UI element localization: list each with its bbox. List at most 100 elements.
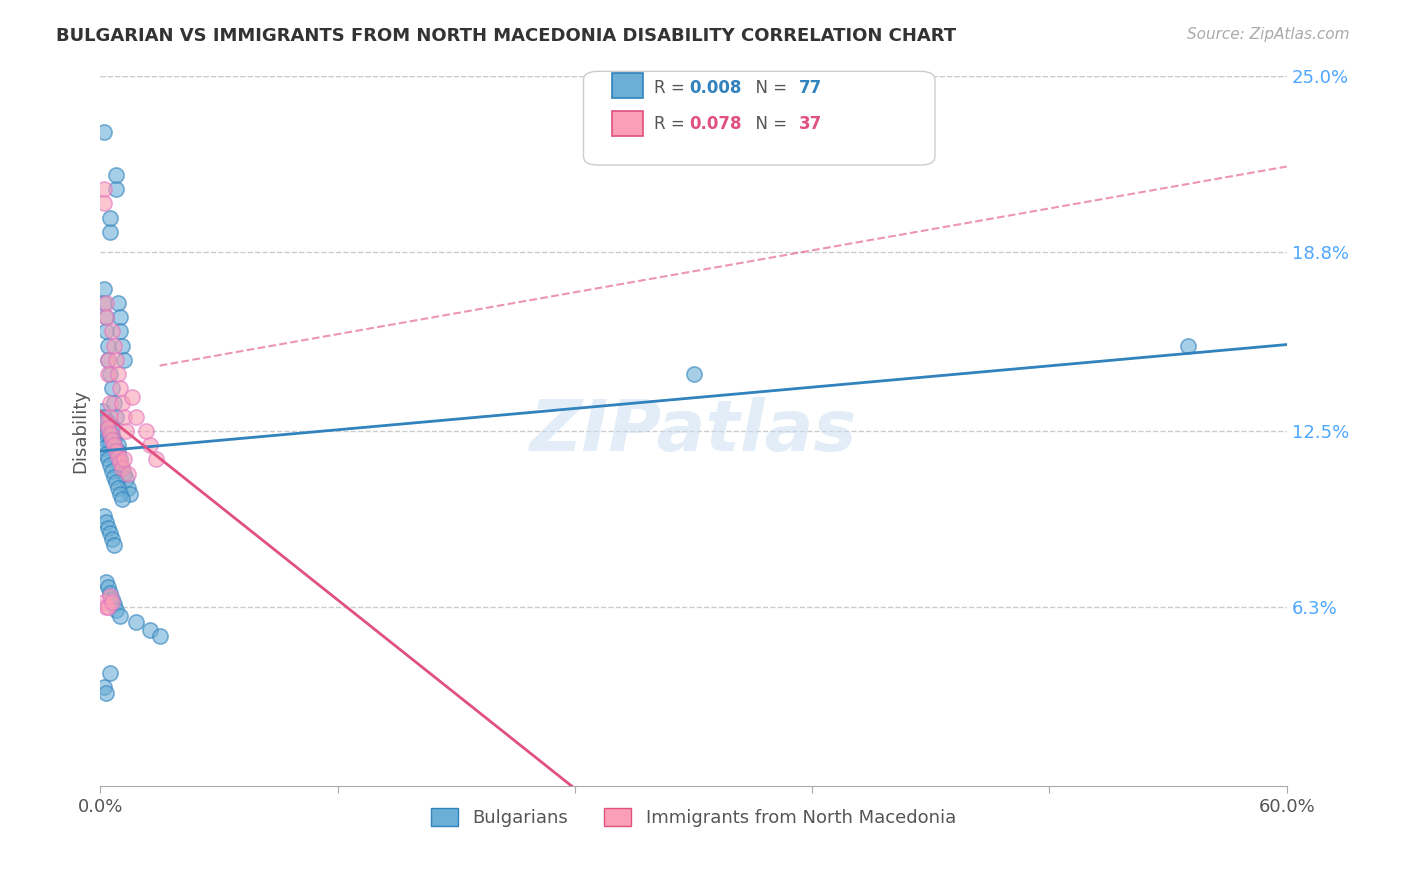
Point [97,521,120,535]
Point [96,685,118,699]
Point [108,381,131,395]
Point [135,424,157,438]
Point [93,409,115,424]
Point [115,472,138,486]
Legend: Bulgarians, Immigrants from North Macedonia: Bulgarians, Immigrants from North Macedo… [423,800,963,834]
Point [98,409,121,424]
Point [139,623,162,637]
Point [93,182,115,196]
Point [96,447,118,461]
Point [103,538,125,552]
Point [139,438,162,452]
Point [125,615,148,629]
Point [111,461,134,475]
Point [101,433,124,447]
Point [149,629,172,643]
Point [97,421,120,435]
Text: 0.008: 0.008 [689,79,741,97]
Point [107,296,129,310]
Point [93,441,115,455]
Point [112,467,135,481]
Point [112,452,135,467]
Point [125,409,148,424]
Point [98,526,121,541]
Point [103,598,125,612]
Point [97,581,120,595]
Point [1177,339,1199,353]
Point [96,433,118,447]
Point [101,421,124,435]
Point [103,469,125,483]
Point [108,608,131,623]
Point [97,416,120,430]
Point [93,418,115,433]
Point [98,589,121,603]
Point [96,310,118,325]
Point [96,600,118,615]
Point [97,421,120,435]
Point [108,458,131,472]
Point [103,438,125,452]
Point [111,395,134,409]
Point [97,339,120,353]
Text: ZIPatlas: ZIPatlas [530,397,858,466]
Point [98,395,121,409]
Point [98,586,121,600]
Point [97,352,120,367]
Point [108,455,131,469]
Point [145,452,167,467]
Point [103,433,125,447]
Point [101,532,124,546]
Point [98,225,121,239]
Point [107,450,129,464]
Point [98,435,121,450]
Point [97,600,120,615]
Point [111,461,134,475]
Point [97,352,120,367]
Point [105,409,128,424]
Text: N =: N = [745,79,793,97]
Point [682,367,704,381]
Point [115,424,138,438]
Point [98,458,121,472]
Point [93,196,115,211]
Point [105,352,128,367]
Point [96,296,118,310]
Point [98,426,121,441]
Point [105,603,128,617]
Point [105,475,128,490]
Point [93,282,115,296]
Point [108,452,131,467]
Point [118,486,141,500]
Point [107,438,129,452]
Text: R =: R = [654,115,690,133]
Text: Source: ZipAtlas.com: Source: ZipAtlas.com [1187,27,1350,42]
Y-axis label: Disability: Disability [72,389,89,473]
Point [112,409,135,424]
Point [101,591,124,606]
Text: BULGARIAN VS IMMIGRANTS FROM NORTH MACEDONIA DISABILITY CORRELATION CHART: BULGARIAN VS IMMIGRANTS FROM NORTH MACED… [56,27,956,45]
Point [96,574,118,589]
Point [101,325,124,339]
Point [93,296,115,310]
Point [108,486,131,500]
Text: N =: N = [745,115,793,133]
Point [108,325,131,339]
Point [117,467,139,481]
Point [105,168,128,182]
Point [107,367,129,381]
Point [107,481,129,495]
Point [105,450,128,464]
Point [97,452,120,467]
Point [91,404,114,418]
Point [121,390,143,404]
Point [96,426,118,441]
Point [96,515,118,529]
Point [105,182,128,196]
Point [93,680,115,694]
Point [103,339,125,353]
Point [111,339,134,353]
Point [101,464,124,478]
Point [91,416,114,430]
Point [93,594,115,608]
